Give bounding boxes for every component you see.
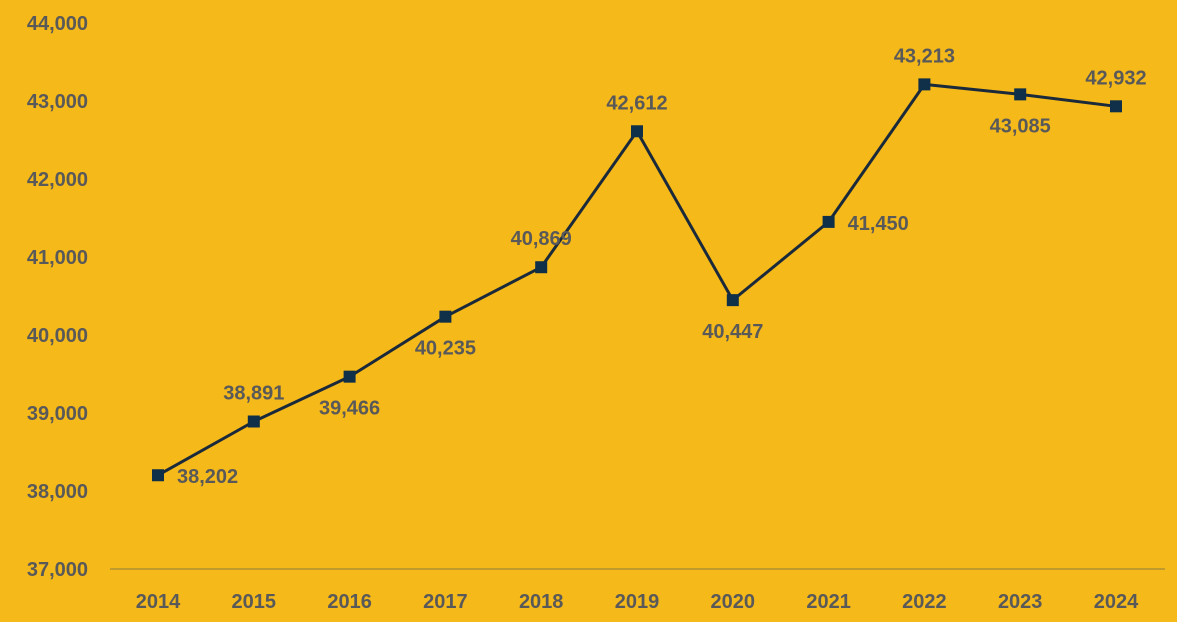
x-tick-label: 2018 <box>519 591 564 613</box>
data-labels: 38,202 38,891 39,466 40,235 40,869 42,612 40,4… <box>177 45 1147 488</box>
x-tick-label: 2024 <box>1094 591 1139 613</box>
x-tick-label: 2022 <box>902 591 947 613</box>
data-label: 40,869 <box>511 228 572 250</box>
x-tick-label: 2016 <box>327 591 372 613</box>
x-tick-label: 2019 <box>615 591 660 613</box>
x-tick-label: 2023 <box>998 591 1043 613</box>
data-label: 41,450 <box>848 213 909 235</box>
data-label: 43,085 <box>990 115 1051 137</box>
x-tick-label: 2015 <box>232 591 277 613</box>
data-label: 43,213 <box>894 45 955 67</box>
data-point-marker <box>439 310 452 323</box>
y-tick-label: 38,000 <box>27 481 88 503</box>
data-label: 40,447 <box>702 321 763 343</box>
y-tick-label: 39,000 <box>27 403 88 425</box>
y-tick-label: 41,000 <box>27 247 88 269</box>
data-point-marker <box>631 125 643 138</box>
x-tick-label: 2014 <box>136 591 181 613</box>
data-label: 39,466 <box>319 398 380 420</box>
series-line <box>157 82 1117 477</box>
data-label: 38,891 <box>223 383 284 405</box>
y-tick-label: 43,000 <box>27 91 88 113</box>
data-point-marker <box>247 415 260 428</box>
data-label: 42,612 <box>606 92 667 114</box>
y-axis: 37,000 38,000 39,000 40,000 41,000 42,000 43,0… <box>27 13 88 581</box>
data-point-marker <box>1014 88 1027 101</box>
y-tick-label: 42,000 <box>27 169 88 191</box>
markers <box>152 78 1122 482</box>
y-tick-label: 40,000 <box>27 325 88 347</box>
data-label: 40,235 <box>415 338 476 360</box>
y-tick-label: 44,000 <box>27 13 88 35</box>
x-tick-label: 2020 <box>711 591 756 613</box>
data-label: 38,202 <box>177 466 238 488</box>
x-axis: 2014 2015 2016 2017 2018 2019 2020 2021 2022 2023… <box>136 591 1139 613</box>
data-point-marker <box>822 215 835 228</box>
data-point-marker <box>535 261 548 274</box>
data-point-marker <box>343 370 356 383</box>
data-point-marker <box>726 294 739 307</box>
data-label: 42,932 <box>1085 67 1146 89</box>
x-tick-label: 2021 <box>806 591 851 613</box>
y-tick-label: 37,000 <box>27 559 88 581</box>
data-point-marker <box>918 78 931 91</box>
data-point-marker <box>1110 100 1122 113</box>
data-point-marker <box>152 469 164 482</box>
x-tick-label: 2017 <box>423 591 468 613</box>
